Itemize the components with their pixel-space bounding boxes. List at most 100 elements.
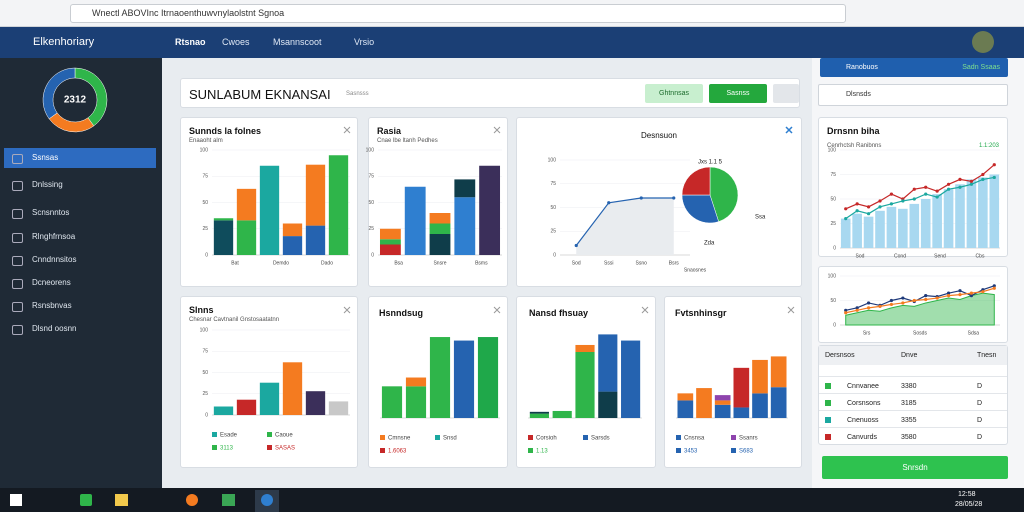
y-tick-label: 0 — [553, 252, 556, 258]
point — [981, 172, 985, 177]
point — [639, 196, 643, 200]
point — [969, 291, 974, 295]
point — [992, 286, 996, 290]
pie-slice — [681, 194, 719, 224]
point — [889, 202, 894, 206]
menu-item[interactable]: Dlsnd oosnn — [0, 319, 158, 339]
x-tick-label: Sosds — [913, 330, 927, 336]
cell: D — [977, 383, 983, 390]
nav-item[interactable]: Rtsnao — [175, 37, 206, 47]
bar — [714, 395, 731, 401]
taskbar-icon[interactable] — [222, 494, 235, 506]
legend-label: S683 — [739, 449, 754, 455]
bar — [598, 391, 618, 418]
bar — [381, 386, 403, 418]
point — [946, 182, 951, 186]
line-shade — [576, 198, 674, 255]
menu-item[interactable]: Dnlssing — [0, 175, 158, 195]
header-card: SUNLABUM EKNANSAI Sasnsss Ghtnnsas Sasns… — [180, 78, 800, 108]
y-tick-label: 50 — [368, 200, 374, 206]
menu-item[interactable]: Rlnghfrnsoa — [0, 227, 158, 247]
donut-segment — [42, 67, 76, 120]
x-tick-label: Sod — [856, 253, 865, 259]
bar — [429, 213, 451, 224]
taskbar-icon[interactable] — [115, 494, 128, 506]
bar — [733, 367, 750, 408]
address-bar[interactable] — [70, 4, 846, 23]
bar — [259, 165, 280, 255]
top-button[interactable]: Ranobuos Sadn Ssaas — [820, 58, 1008, 77]
legend-swatch — [267, 432, 272, 437]
bar — [305, 225, 326, 255]
legend-swatch — [583, 435, 588, 440]
menu-item[interactable]: Scnsnntos — [0, 203, 158, 223]
bar — [477, 337, 499, 418]
point — [901, 199, 905, 203]
column-header: Dnve — [901, 352, 918, 359]
legend-label: 3113 — [220, 446, 234, 452]
bar — [529, 411, 549, 414]
x-tick-label: Srs — [863, 330, 871, 336]
point — [855, 306, 859, 310]
taskbar-icon[interactable] — [80, 494, 92, 506]
taskbar-icon[interactable] — [186, 494, 198, 506]
point — [844, 207, 848, 211]
bar — [920, 199, 931, 248]
button[interactable]: Ghtnnsas — [645, 84, 703, 103]
nav-item[interactable]: Cwoes — [222, 37, 250, 47]
y-tick-label: 75 — [830, 172, 836, 178]
menu-item[interactable]: Cnndnnsitos — [0, 250, 158, 270]
bar — [752, 393, 768, 418]
bar — [909, 203, 920, 248]
area — [845, 292, 995, 326]
bar — [454, 197, 476, 255]
menu-item[interactable]: Rsnsbnvas — [0, 296, 158, 316]
menu-item[interactable]: Dcneorens — [0, 273, 158, 293]
bar — [989, 174, 1000, 248]
icon-button[interactable] — [773, 84, 799, 103]
menu-item[interactable]: Ssnsas — [0, 148, 158, 168]
point — [924, 192, 928, 196]
bar — [213, 218, 234, 221]
donut-segment — [48, 112, 95, 133]
bar — [379, 228, 401, 240]
table: Dersnsos Dnve Tnesn Cnnvanee 3380 D Corsnson… — [818, 345, 1008, 445]
point — [844, 308, 848, 312]
point — [958, 185, 962, 189]
y-tick-label: 0 — [205, 252, 208, 258]
bar — [852, 213, 862, 248]
button[interactable]: Sasnss — [709, 84, 767, 103]
bar — [429, 337, 451, 418]
clock-date: 28/05/28 — [955, 501, 983, 508]
point — [855, 209, 859, 213]
card-subtitle: Enaaoht alm — [189, 138, 223, 144]
card-title: Nansd fhsuay — [529, 308, 589, 318]
point — [935, 195, 939, 199]
line — [845, 287, 995, 314]
nav-item[interactable]: Vrsio — [354, 37, 375, 47]
cell: D — [977, 400, 983, 407]
legend-swatch — [731, 435, 736, 440]
bar — [932, 194, 942, 248]
point — [946, 291, 951, 295]
action-button[interactable]: Snrsdn — [822, 456, 1008, 479]
button-value: Sadn Ssaas — [962, 64, 1000, 71]
x-tick-label: Bsrs — [669, 260, 680, 266]
avatar[interactable] — [972, 31, 994, 53]
y-tick-label: 75 — [550, 181, 556, 187]
card-subtitle: Cenrhctsh Ranibnns — [827, 143, 882, 149]
bar — [236, 188, 257, 221]
y-tick-label: 25 — [830, 221, 836, 227]
point — [969, 294, 974, 298]
legend-label: SASAS — [275, 446, 295, 452]
taskbar-icon[interactable] — [261, 494, 273, 506]
line — [575, 197, 674, 246]
start-button[interactable] — [10, 494, 22, 506]
nav-item[interactable]: Msannscoot — [273, 37, 322, 47]
point — [889, 302, 894, 307]
bar — [529, 413, 549, 418]
bar — [479, 165, 501, 255]
search-box[interactable]: Dlsnsds — [818, 84, 1008, 106]
card-title: Hsnndsug — [379, 308, 423, 318]
close-icon — [493, 306, 501, 314]
